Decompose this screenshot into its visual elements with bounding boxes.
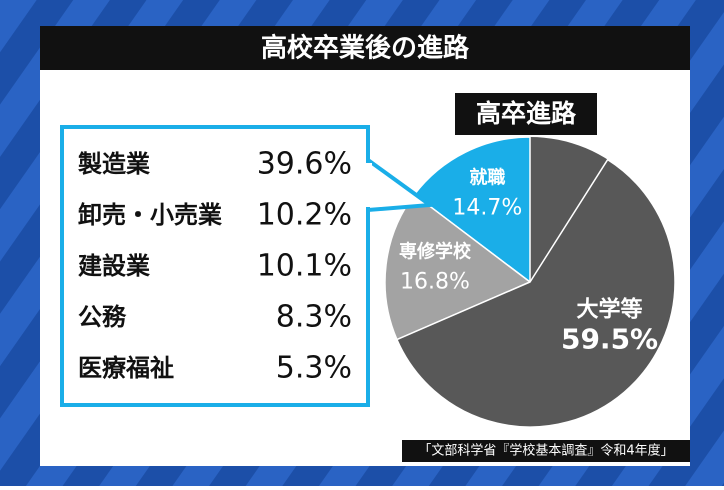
slice-value: 16.8% (400, 270, 470, 295)
slice-value: 14.7% (452, 195, 522, 220)
industry-value: 10.2% (257, 198, 352, 233)
slice-label: 就職 (469, 166, 505, 188)
pie-title: 高卒進路 (476, 99, 577, 128)
pie-slice (413, 136, 531, 284)
source-box (402, 440, 690, 462)
header-bar (40, 26, 690, 70)
slice-value: 59.5% (561, 322, 658, 355)
industry-name: 製造業 (78, 150, 150, 178)
pie-slice (395, 158, 676, 428)
title: 高校卒業後の進路 (261, 33, 470, 64)
industry-value: 10.1% (257, 249, 352, 284)
callout-join (364, 163, 372, 207)
industry-value: 8.3% (276, 300, 352, 335)
slice-label: 大学等 (577, 296, 643, 322)
industry-name: 公務 (78, 303, 127, 331)
slice-label: 専修学校 (399, 241, 472, 263)
industry-value: 5.3% (276, 351, 352, 386)
industry-name: 卸売・小売業 (78, 201, 222, 229)
callout-box (60, 125, 370, 407)
industry-name: 医療福祉 (78, 354, 174, 382)
industry-value: 39.6% (257, 147, 352, 182)
industry-name: 建設業 (78, 252, 150, 280)
source: 「文部科学省『学校基本調査』令和4年度」 (418, 443, 673, 459)
pie-title-box (455, 93, 597, 135)
